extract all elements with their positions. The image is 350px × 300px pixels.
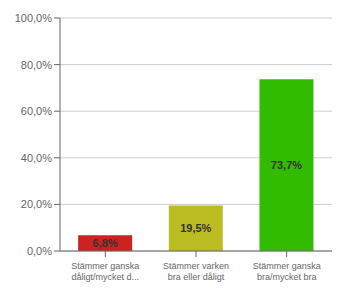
svg-text:100,0%: 100,0% [15, 12, 53, 24]
svg-text:40,0%: 40,0% [21, 152, 52, 164]
svg-text:20,0%: 20,0% [21, 198, 52, 210]
svg-text:60,0%: 60,0% [21, 105, 52, 117]
svg-text:0,0%: 0,0% [27, 245, 52, 257]
svg-text:19,5%: 19,5% [180, 222, 211, 234]
svg-text:73,7%: 73,7% [271, 159, 302, 171]
svg-text:80,0%: 80,0% [21, 59, 52, 71]
svg-text:Stämmer varkenbra eller dåligt: Stämmer varkenbra eller dåligt [163, 261, 229, 282]
svg-text:6,8%: 6,8% [93, 237, 118, 249]
svg-text:Stämmer ganskabra/mycket bra: Stämmer ganskabra/mycket bra [253, 261, 321, 282]
svg-text:Stämmer ganskadåligt/mycket d.: Stämmer ganskadåligt/mycket d... [71, 261, 139, 282]
